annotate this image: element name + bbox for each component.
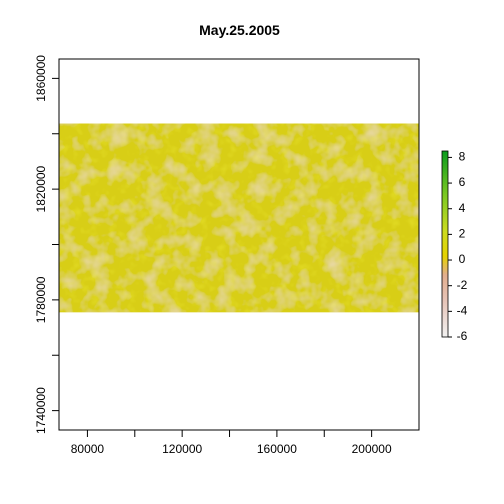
- x-tick-label: 80000: [71, 442, 105, 456]
- y-axis: 1740000 1780000 1820000 1860000: [34, 55, 59, 434]
- chart-title: May.25.2005: [199, 22, 280, 38]
- y-tick-label: 1820000: [34, 165, 48, 212]
- x-axis: 80000 120000 160000 200000: [71, 430, 392, 456]
- y-tick-label: 1860000: [34, 55, 48, 102]
- legend-tick-label: 0: [459, 252, 466, 266]
- y-tick-label: 1740000: [34, 387, 48, 434]
- legend-tick-label: -2: [457, 278, 468, 292]
- y-tick-label: 1780000: [34, 276, 48, 323]
- raster-highlight: [59, 123, 419, 313]
- color-legend: 8 6 4 2 0 -2 -4 -6: [441, 150, 468, 343]
- x-tick-label: 120000: [162, 442, 202, 456]
- legend-tick-label: 6: [459, 175, 466, 189]
- legend-tick-label: -6: [457, 329, 468, 343]
- x-tick-label: 160000: [257, 442, 297, 456]
- legend-colorbar: [441, 150, 449, 338]
- raster-layer: [59, 123, 419, 313]
- legend-tick-label: 4: [459, 201, 466, 215]
- legend-tick-label: -4: [457, 304, 468, 318]
- legend-tick-label: 8: [459, 150, 466, 164]
- x-tick-label: 200000: [352, 442, 392, 456]
- legend-tick-label: 2: [459, 227, 466, 241]
